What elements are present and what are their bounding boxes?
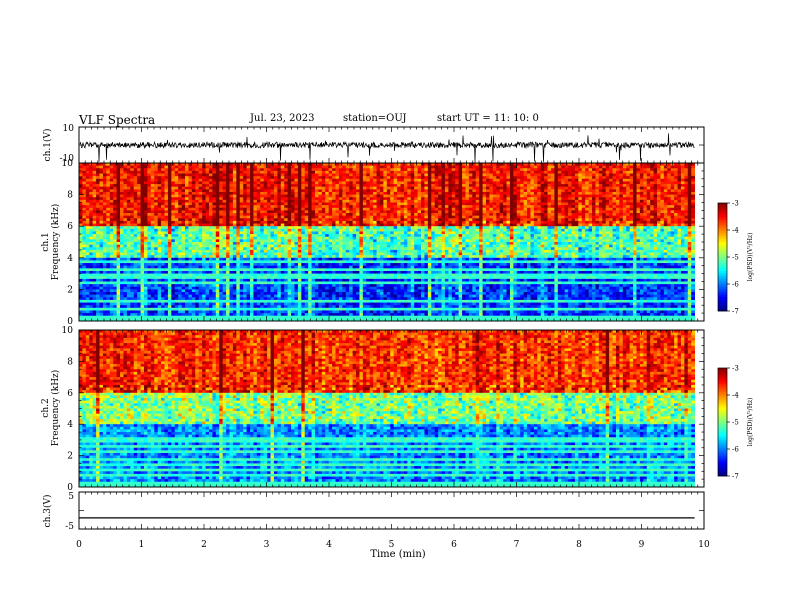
ch1-colorbar-label: log(PSD)(V²/Hz) [747,233,754,282]
ch1-spec-ytick-label: 6 [67,222,73,232]
ch2-colorbar-tick: -7 [732,473,739,481]
start-time-label: start UT = 11: 10: 0 [437,113,539,124]
ch1-waveform-panel: 10 -10 ch.1(V) [42,124,705,164]
ch1-waveform-line [79,133,695,163]
date-label: Jul. 23, 2023 [250,113,315,124]
ch1-spec-ytick-label: 4 [67,254,73,264]
ch2-spec-ytick-label: 4 [67,420,73,430]
ch2-colorbar-tick: -3 [732,365,739,373]
ch1-waveform-ylabel: ch.1(V) [42,129,53,162]
ch3-waveform-frame [78,491,705,530]
ch2-spectrogram-panel: 0 2 4 6 8 10 ch.2 Frequency (kHz) -3 -4 -5 -6 -7 l… [41,326,754,493]
ch1-colorbar: -3 -4 -5 -6 -7 log(PSD)(V²/Hz) [717,200,754,316]
ch2-colorbar: -3 -4 -5 -6 -7 log(PSD)(V²/Hz) [717,365,754,481]
x-tick-label: 2 [201,540,207,550]
x-tick-label: 6 [451,540,457,550]
ch3-ytick-bottom: -5 [65,522,74,532]
ch3-waveform-panel: 5 -5 ch.3(V) [42,491,705,532]
ch2-spec-ytick-label: 10 [62,326,74,336]
station-label: station=OUJ [343,113,407,124]
ch1-spec-ytick-label: 8 [67,191,73,201]
x-tick-label: 0 [76,540,82,550]
x-tick-label: 7 [514,540,520,550]
x-axis-tick-labels: 0 1 2 3 4 5 6 7 8 9 10 [76,540,710,550]
ch1-spec-ytick-label: 0 [67,317,73,327]
x-tick-label: 10 [698,540,710,550]
ch1-ytick-top: 10 [63,124,75,134]
x-tick-label: 5 [389,540,395,550]
ch2-spec-ytick-label: 0 [67,483,73,493]
ch1-colorbar-tick: -3 [732,200,739,208]
ch1-spec-ytick-label: 2 [67,285,73,295]
ch1-colorbar-tick: -5 [732,254,739,262]
ch3-ytick-top: 5 [68,492,74,502]
ch2-colorbar-tick: -5 [732,419,739,427]
ch2-colorbar-label: log(PSD)(V²/Hz) [747,398,754,447]
x-tick-label: 9 [639,540,645,550]
ch2-channel-label: ch.2 [41,398,51,417]
ch2-spec-ytick-label: 6 [67,389,73,399]
ch1-spectrogram-image [79,163,696,322]
ch2-spec-ytick-label: 2 [67,452,73,462]
ch2-spectrogram-image [79,330,696,488]
x-tick-label: 8 [576,540,582,550]
ch2-colorbar-tick: -4 [732,392,739,400]
ch1-ytick-bottom: -10 [60,154,75,164]
ch1-spectrogram-panel: 0 2 4 6 8 10 ch.1 Frequency (kHz) -3 -4 -5 -6 -7 l… [41,159,754,327]
ch2-spec-ytick-label: 8 [67,357,73,367]
x-axis-label: Time (min) [370,549,425,560]
ch3-waveform-ylabel: ch.3(V) [42,495,53,528]
ch1-spec-ytick-label: 10 [62,159,74,169]
x-tick-label: 3 [264,540,270,550]
x-tick-label: 4 [326,540,332,550]
ch1-colorbar-tick: -6 [732,281,739,289]
ch1-channel-label: ch.1 [41,232,51,251]
figure-title: VLF Spectra [79,113,155,127]
ch1-colorbar-tick: -7 [732,308,739,316]
ch2-frequency-label: Frequency (kHz) [50,370,61,447]
ch1-frequency-label: Frequency (kHz) [50,204,61,281]
x-tick-label: 1 [139,540,145,550]
ch1-colorbar-tick: -4 [732,227,739,235]
ch2-colorbar-tick: -6 [732,446,739,454]
